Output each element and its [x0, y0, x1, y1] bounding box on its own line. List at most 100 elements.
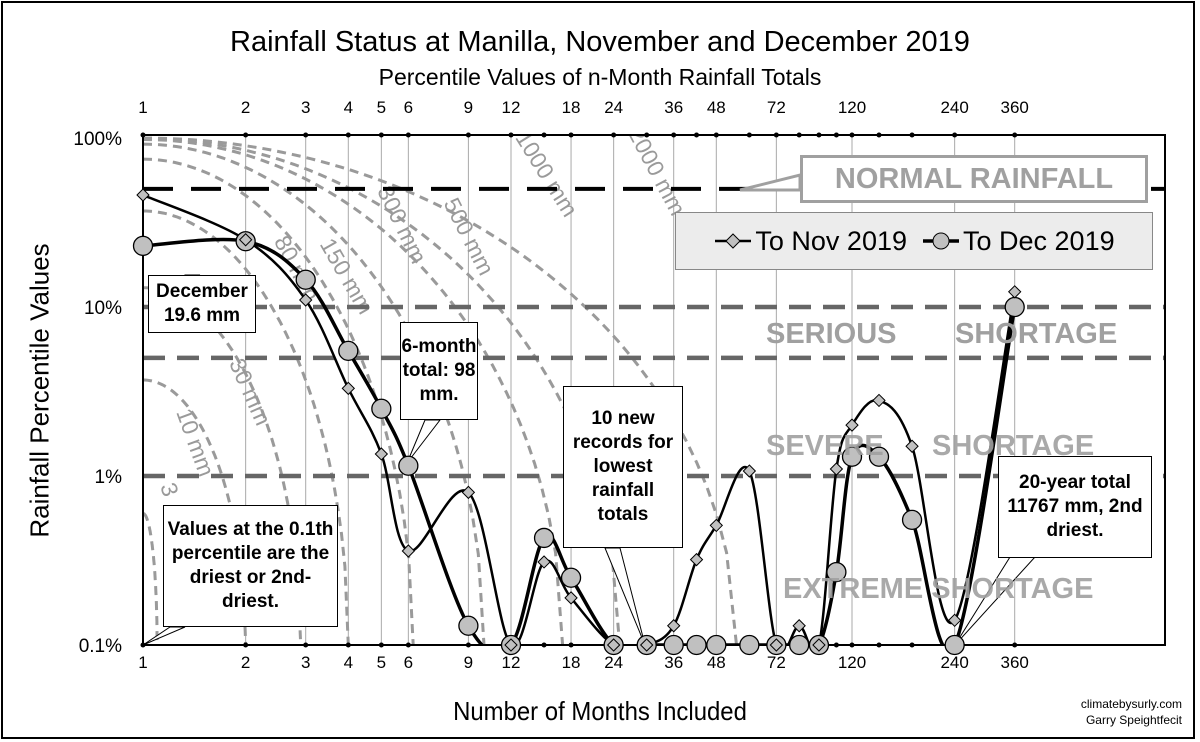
- x-tick-label-bottom: 36: [664, 653, 683, 672]
- diamond-marker-icon: [715, 233, 752, 249]
- bottom-axis-tick: [833, 642, 839, 648]
- chart-subtitle: Percentile Values of n-Month Rainfall To…: [378, 64, 822, 90]
- bottom-axis-tick: [568, 642, 574, 648]
- nov-data-point: [812, 638, 826, 652]
- nov-data-point: [606, 638, 621, 652]
- zone-extreme-label: EXTREME SHORTAGE: [783, 573, 1094, 605]
- x-tick-label-top: 48: [707, 98, 726, 117]
- top-axis-tick: [909, 132, 915, 138]
- nov-data-point: [829, 462, 844, 476]
- x-tick-label-bottom: 6: [404, 653, 413, 672]
- rainfall-contour: [143, 378, 248, 645]
- dec-data-point: [295, 269, 316, 290]
- nov-data-point: [1007, 285, 1022, 299]
- callout-pointer: [604, 547, 646, 646]
- dec-data-point: [826, 561, 847, 583]
- bottom-axis-tick: [541, 642, 547, 648]
- dec-data-point: [686, 634, 707, 656]
- legend: To Nov 2019 To Dec 2019: [675, 212, 1153, 270]
- callout-pointer: [739, 173, 802, 192]
- top-axis-tick: [1012, 132, 1018, 138]
- rainfall-contour: [143, 512, 159, 645]
- x-tick-label-bottom: 2: [241, 653, 250, 672]
- callout-pointer: [142, 626, 186, 646]
- top-axis-tick: [303, 132, 309, 138]
- dec-data-point: [944, 634, 965, 656]
- bottom-axis-tick: [405, 642, 411, 648]
- top-axis-tick: [644, 132, 650, 138]
- contour-label: 1000 mm: [510, 126, 583, 221]
- legend-item-nov: To Nov 2019: [713, 226, 907, 257]
- circle-marker-icon: [923, 232, 959, 250]
- nov-data-point: [845, 418, 859, 432]
- top-axis-tick: [849, 132, 855, 138]
- x-tick-label-top: 4: [344, 98, 353, 117]
- rainfall-contour: [143, 286, 303, 645]
- rainfall-contour: [143, 209, 350, 645]
- x-tick-label-top: 360: [1001, 98, 1029, 117]
- dec-data-point: [739, 634, 760, 656]
- chart-title: Rainfall Status at Manilla, November and…: [230, 26, 970, 58]
- top-axis-tick: [568, 132, 574, 138]
- nov-data-point: [872, 393, 886, 408]
- dec-data-point: [1004, 296, 1025, 318]
- top-axis-tick: [405, 132, 411, 138]
- top-axis-tick: [508, 132, 514, 138]
- bottom-axis-tick: [909, 642, 915, 648]
- dec-data-point: [663, 634, 684, 656]
- rainfall-contour: [143, 138, 565, 645]
- dec-data-point: [458, 615, 479, 636]
- nov-data-point: [769, 638, 784, 652]
- x-tick-label-top: 24: [604, 98, 623, 117]
- top-axis-tick: [816, 132, 822, 138]
- bottom-axis-tick: [849, 642, 855, 648]
- nov-data-point: [461, 485, 476, 500]
- contour-label: 3: [155, 479, 184, 499]
- nov-data-point: [136, 188, 150, 202]
- callout-twenty-year: 20-year total 11767 mm, 2nd driest.: [998, 456, 1152, 558]
- top-axis-tick: [541, 132, 547, 138]
- callout-six-month: 6-month total: 98 mm.: [400, 322, 478, 420]
- y-tick-label: 100%: [73, 129, 122, 150]
- x-tick-label-bottom: 120: [838, 653, 866, 672]
- y-tick-label: 0.1%: [79, 636, 122, 657]
- top-axis-tick: [378, 132, 384, 138]
- top-axis-tick: [671, 132, 677, 138]
- dec-data-point: [901, 509, 923, 531]
- x-tick-label-top: 5: [377, 98, 386, 117]
- legend-label-nov: To Nov 2019: [755, 225, 907, 256]
- dec-data-point: [371, 398, 392, 419]
- top-axis-tick: [952, 132, 958, 138]
- bottom-axis-tick: [243, 642, 249, 648]
- nov-data-point: [666, 619, 681, 633]
- top-axis-tick: [611, 132, 617, 138]
- zone-serious-label-b: SHORTAGE: [955, 318, 1118, 350]
- x-tick-label-top: 36: [664, 98, 683, 117]
- nov-data-point: [689, 552, 704, 567]
- top-axis-tick: [796, 132, 802, 138]
- dec-data-point: [398, 455, 419, 476]
- nov-data-point: [504, 638, 518, 652]
- credit-author: Garry Speightfecit: [1085, 713, 1182, 727]
- nov-data-point: [401, 544, 416, 558]
- top-axis-tick: [876, 132, 882, 138]
- bottom-axis-tick: [303, 642, 309, 648]
- rainfall-contour: [143, 157, 415, 645]
- bottom-axis-tick: [1012, 642, 1018, 648]
- x-tick-label-top: 1: [138, 98, 147, 117]
- nov-data-point: [742, 464, 757, 478]
- nov-data-point: [537, 555, 551, 569]
- x-axis-label: Number of Months Included: [453, 696, 747, 726]
- top-axis-tick: [243, 132, 249, 138]
- rainfall-contour: [143, 136, 622, 645]
- x-tick-label-top: 72: [767, 98, 786, 117]
- contour-label: 2000 mm: [623, 123, 691, 220]
- nov-data-point: [341, 381, 356, 396]
- dec-data-point: [841, 446, 863, 467]
- zone-severe-label-a: SEVERE: [766, 430, 884, 462]
- x-tick-label-top: 2: [241, 98, 250, 117]
- top-axis-tick: [694, 132, 700, 138]
- callout-records: 10 new records for lowest rainfall total…: [563, 386, 683, 548]
- top-axis-tick: [465, 132, 471, 138]
- x-tick-label-bottom: 12: [502, 653, 521, 672]
